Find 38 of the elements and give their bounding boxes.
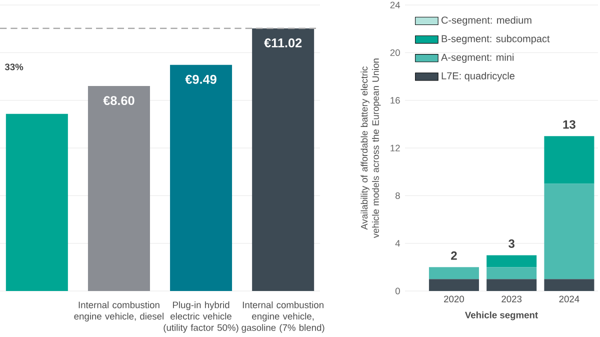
- y-tick-label: 4: [395, 240, 400, 247]
- x-axis-title: Vehicle segment: [464, 311, 538, 320]
- data-label: €9.49: [185, 74, 216, 84]
- y-tick-label: 20: [390, 49, 400, 56]
- x-tick-label: Internal combustion engine vehicle, gasoline (7% blend): [242, 301, 324, 333]
- total-label: 13: [563, 120, 576, 129]
- x-tick-label: 2024: [559, 296, 580, 302]
- y-tick-label: 12: [390, 144, 400, 152]
- x-tick-label: 2023: [502, 296, 522, 302]
- bar: [486, 279, 537, 291]
- total-label: 2: [451, 251, 457, 260]
- bar: [486, 267, 537, 280]
- bar: [88, 86, 150, 291]
- data-label: €8.60: [103, 96, 134, 106]
- legend-label: B-segment: subcompact: [442, 34, 550, 44]
- legend-label: C-segment: medium: [442, 16, 532, 26]
- bar: [544, 184, 594, 280]
- y-tick-label: 8: [396, 192, 400, 199]
- x-tick-label: Internal combustion engine vehicle, diesel: [74, 301, 164, 322]
- x-tick-label: 2020: [444, 296, 464, 302]
- y-axis-title: Availability of affordable battery electric vehicle models across the European Union: [360, 58, 381, 238]
- bar: [544, 279, 594, 291]
- annotation: 33%: [4, 64, 24, 70]
- bar: [6, 114, 68, 291]
- legend-label: L7E: quadricycle: [442, 72, 514, 82]
- legend-label: A-segment: mini: [441, 53, 514, 63]
- total-label: 3: [508, 239, 514, 248]
- y-tick-label: 0: [395, 288, 400, 294]
- y-tick-label: 16: [390, 97, 400, 104]
- bar: [486, 255, 537, 268]
- bar: [544, 136, 594, 184]
- bar: [252, 28, 314, 291]
- data-label: €11.02: [264, 38, 302, 48]
- bar: [170, 64, 232, 291]
- bar: [428, 267, 479, 280]
- x-tick-label: Plug-in hybrid electric vehicle (utility factor 50%): [164, 301, 238, 333]
- y-tick-label: 24: [390, 2, 400, 8]
- bar: [428, 279, 479, 291]
